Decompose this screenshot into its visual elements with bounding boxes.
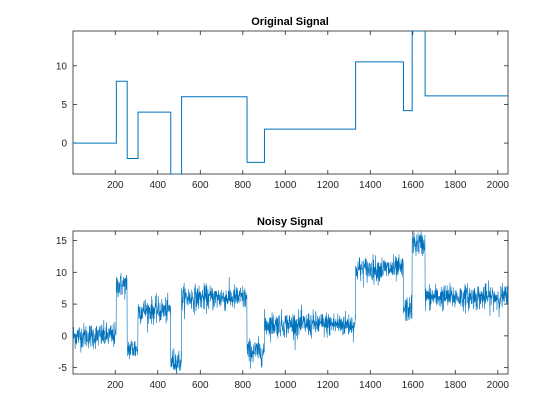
x-tick-label: 1400: [359, 380, 382, 391]
x-tick-label: 1600: [402, 380, 425, 391]
x-tick-label: 2000: [487, 180, 510, 191]
x-tick-label: 200: [107, 380, 124, 391]
x-tick-label: 1600: [402, 180, 425, 191]
x-tick-label: 2000: [487, 380, 510, 391]
chart-title-original: Original Signal: [251, 16, 329, 28]
series-line: [73, 231, 508, 374]
y-tick-label: 5: [61, 300, 67, 311]
plot-noisy: [73, 231, 508, 374]
x-tick-label: 1800: [444, 380, 467, 391]
y-tick-label: 10: [56, 268, 68, 279]
x-tick-label: 800: [234, 380, 251, 391]
axes-frame-original: [72, 30, 509, 175]
subplot-noisy-signal: Noisy Signal 200 400 600 800 1000 1200 1400 160…: [56, 216, 509, 391]
x-tick-label: 600: [192, 380, 209, 391]
x-tick-label: 1200: [317, 180, 340, 191]
y-tick-label: 10: [56, 61, 68, 72]
y-tick-label: 15: [56, 236, 68, 247]
x-tick-label: 1000: [274, 380, 297, 391]
x-tick-label: 200: [107, 180, 124, 191]
x-tick-label: 800: [234, 180, 251, 191]
series-line: [73, 31, 508, 174]
chart-title-noisy: Noisy Signal: [257, 216, 323, 228]
x-tick-label: 600: [192, 180, 209, 191]
ticks-original: 200 400 600 800 1000 1200 1400 1600 1800 2000 0 5 10: [56, 31, 509, 191]
subplot-original-signal: Original Signal 200 400 600 800 1000 1200 1400…: [56, 16, 509, 191]
x-tick-label: 1800: [444, 180, 467, 191]
y-tick-label: 0: [61, 331, 67, 342]
x-tick-label: 1200: [317, 380, 340, 391]
x-tick-label: 1400: [359, 180, 382, 191]
y-tick-label: 5: [61, 100, 67, 111]
y-tick-label: 0: [61, 139, 67, 150]
ticks-noisy: 200 400 600 800 1000 1200 1400 1600 1800 2000 -5 0 5…: [56, 231, 509, 391]
x-tick-label: 400: [149, 380, 166, 391]
y-tick-label: -5: [58, 363, 67, 374]
x-tick-label: 400: [149, 180, 166, 191]
x-tick-label: 1000: [274, 180, 297, 191]
plot-original: [73, 31, 508, 174]
